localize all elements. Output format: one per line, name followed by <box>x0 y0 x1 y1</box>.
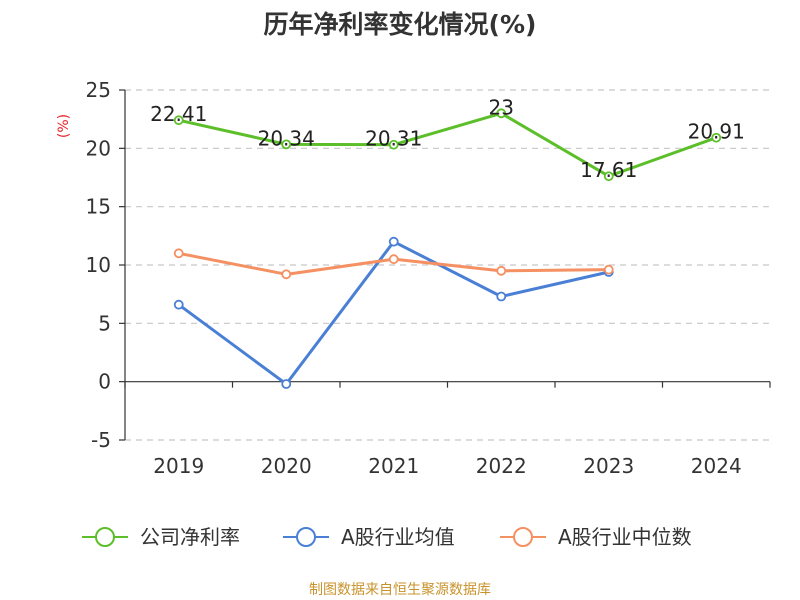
y-tick-label: 20 <box>86 136 111 160</box>
legend-marker <box>95 527 115 547</box>
y-axis-unit-label: (%) <box>56 114 72 138</box>
data-point <box>281 269 292 280</box>
legend-marker <box>296 527 316 547</box>
series-line <box>178 111 717 178</box>
data-point <box>281 139 292 150</box>
series-lines <box>173 108 722 389</box>
data-label: 20.91 <box>688 120 745 144</box>
data-point <box>603 264 614 275</box>
y-axis-ticks: 25 20 15 10 5 0 -5 <box>86 78 111 452</box>
axes <box>119 89 771 441</box>
x-tick-label: 2019 <box>153 454 204 478</box>
data-point <box>388 236 399 247</box>
y-tick-label: 10 <box>86 253 111 277</box>
data-label: 22.41 <box>150 102 207 126</box>
data-point <box>496 265 507 276</box>
source-note: 制图数据来自恒生聚源数据库 <box>309 582 491 598</box>
data-label: 20.31 <box>365 127 422 151</box>
legend-label: A股行业中位数 <box>558 525 692 549</box>
x-axis-ticks: 2019 2020 2021 2022 2023 2024 <box>153 454 741 478</box>
data-label: 17.61 <box>580 158 637 182</box>
data-point <box>281 379 292 389</box>
legend: 公司净利率 A股行业均值 A股行业中位数 <box>82 525 692 549</box>
data-point <box>173 299 184 310</box>
data-point <box>388 254 399 265</box>
data-point <box>173 115 184 126</box>
x-tick-label: 2020 <box>261 454 312 478</box>
legend-marker <box>513 527 533 547</box>
data-point <box>496 291 507 302</box>
data-label: 20.34 <box>258 126 315 150</box>
y-tick-label: 25 <box>86 78 111 102</box>
x-tick-label: 2022 <box>476 454 527 478</box>
y-tick-label: -5 <box>91 428 111 452</box>
data-point <box>388 139 399 150</box>
data-label: 23 <box>489 95 514 119</box>
x-tick-label: 2024 <box>691 454 742 478</box>
data-point <box>496 108 507 119</box>
data-point <box>711 132 722 143</box>
y-tick-label: 0 <box>98 370 111 394</box>
data-point <box>173 248 184 259</box>
legend-label: A股行业均值 <box>341 525 455 549</box>
data-labels: 22.41 20.34 20.31 23 17.61 20.91 <box>150 95 745 182</box>
x-tick-label: 2023 <box>583 454 634 478</box>
x-tick-label: 2021 <box>368 454 419 478</box>
chart-title: 历年净利率变化情况(%) <box>264 10 537 39</box>
data-point <box>603 171 614 182</box>
y-tick-label: 15 <box>86 195 111 219</box>
legend-label: 公司净利率 <box>140 525 240 549</box>
y-tick-label: 5 <box>98 311 111 335</box>
